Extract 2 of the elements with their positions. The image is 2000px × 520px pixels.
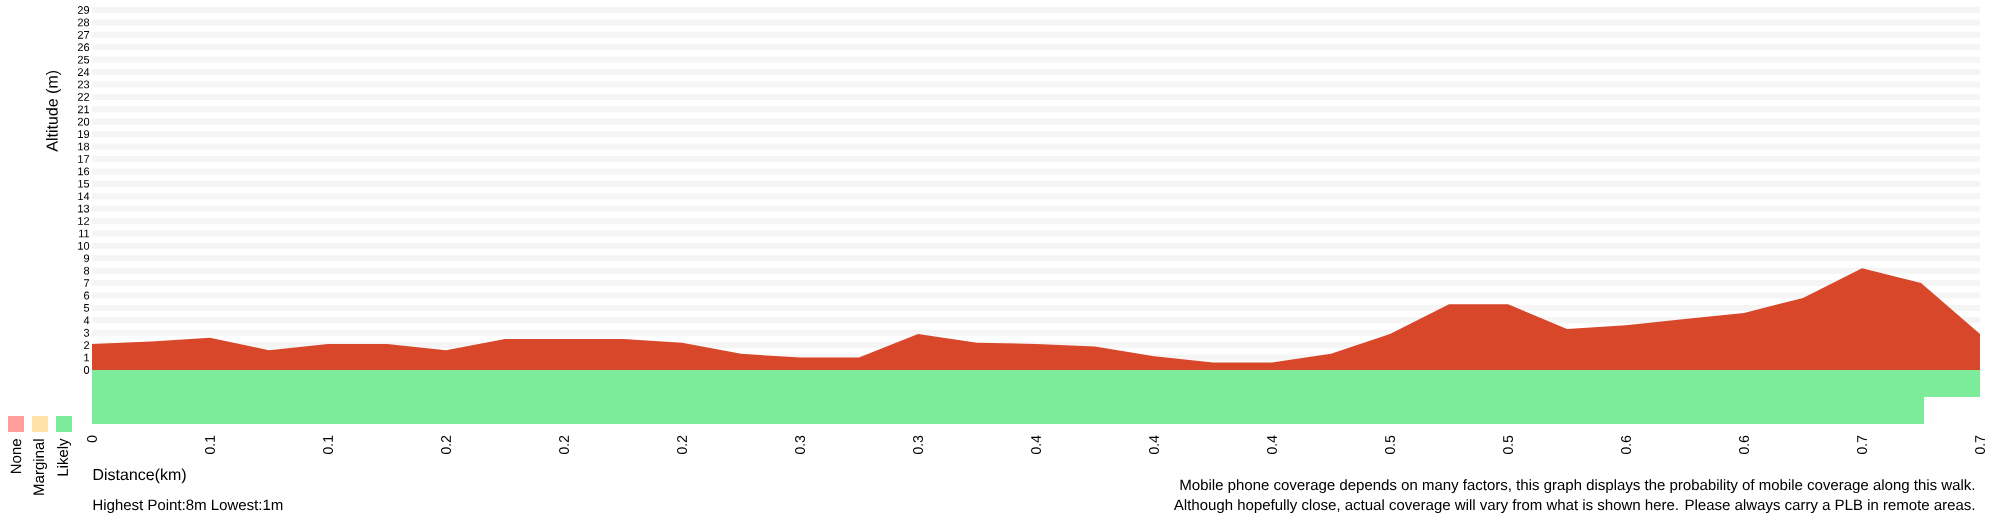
y-axis-title: Altitude (m) [46, 70, 61, 152]
x-axis-title: Distance(km) [93, 468, 186, 484]
